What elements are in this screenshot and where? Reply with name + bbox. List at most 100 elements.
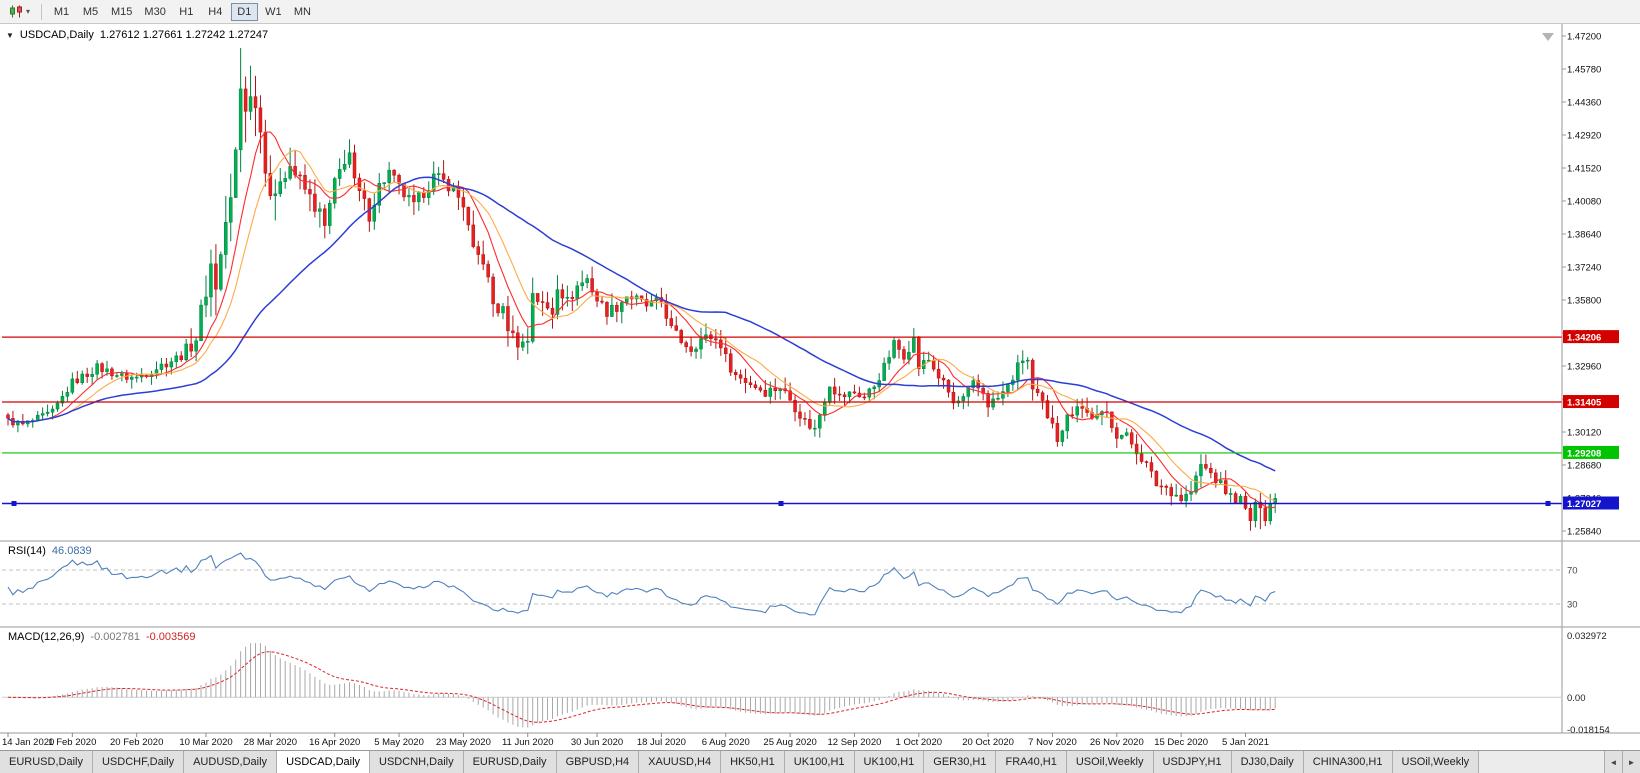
svg-text:25 Aug 2020: 25 Aug 2020 [763, 737, 816, 748]
svg-text:0.032972: 0.032972 [1567, 631, 1607, 642]
svg-text:10 Mar 2020: 10 Mar 2020 [179, 737, 232, 748]
chart-tabs: EURUSD,Daily USDCHF,Daily AUDUSD,Daily USDC… [0, 751, 1604, 773]
svg-text:30 Jun 2020: 30 Jun 2020 [571, 737, 623, 748]
chart-tab-hk50-h1[interactable]: HK50,H1 [721, 751, 785, 773]
chart-tab-usoil-weekly[interactable]: USOil,Weekly [1066, 751, 1154, 773]
svg-text:1 Feb 2020: 1 Feb 2020 [48, 737, 96, 748]
line-handle[interactable] [778, 500, 784, 506]
svg-text:26 Nov 2020: 26 Nov 2020 [1090, 737, 1144, 748]
symbol-title: USDCAD,Daily [19, 29, 94, 41]
chart-tab-eurusd-daily[interactable]: EURUSD,Daily [463, 751, 557, 773]
svg-text:1.42920: 1.42920 [1567, 131, 1601, 142]
top-toolbar: ▾ M1 M5 M15 M30 H1 H4 D1 W1 MN [0, 0, 1640, 24]
chevron-down-icon: ▾ [26, 6, 31, 16]
rsi-panel: 70 30 [2, 552, 1578, 616]
chart-tab-usdjpy-h1[interactable]: USDJPY,H1 [1153, 751, 1232, 773]
timeframe-button-m15[interactable]: M15 [111, 5, 133, 18]
chart-tab-usdcnh-daily[interactable]: USDCNH,Daily [370, 751, 464, 773]
svg-text:1 Oct 2020: 1 Oct 2020 [896, 737, 942, 748]
svg-text:6 Aug 2020: 6 Aug 2020 [702, 737, 750, 748]
svg-text:1.32960: 1.32960 [1567, 362, 1601, 373]
timeframe-button-m30[interactable]: M30 [144, 5, 166, 18]
svg-text:7 Nov 2020: 7 Nov 2020 [1028, 737, 1077, 748]
chart-tab-uk100-h1[interactable]: UK100,H1 [784, 751, 855, 773]
timeframe-button-m5[interactable]: M5 [82, 5, 99, 18]
chart-shift-icon [1542, 33, 1554, 41]
timeframe-button-d1[interactable]: D1 [230, 2, 258, 21]
chart-tab-china300-h1[interactable]: CHINA300,H1 [1303, 751, 1393, 773]
chart-canvas[interactable]: 1.47200 1.45780 1.44360 1.42920 1.41520 1.400… [0, 0, 1640, 750]
svg-text:70: 70 [1567, 566, 1578, 577]
timeframe-button-m1[interactable]: M1 [53, 5, 70, 18]
chart-type-button[interactable]: ▾ [4, 2, 35, 21]
macd-signal-line [7, 651, 1276, 723]
chart-tab-usdchf-daily[interactable]: USDCHF,Daily [92, 751, 185, 773]
timeframe-button-h1[interactable]: H1 [179, 5, 194, 18]
svg-text:1.45780: 1.45780 [1567, 65, 1601, 76]
svg-text:1.31405: 1.31405 [1567, 398, 1602, 409]
macd-main-value: -0.002781 [90, 631, 140, 643]
svg-text:15 Dec 2020: 15 Dec 2020 [1154, 737, 1208, 748]
svg-text:1.37240: 1.37240 [1567, 263, 1601, 274]
svg-text:1.29208: 1.29208 [1567, 448, 1601, 459]
chart-tab-dj30-daily[interactable]: DJ30,Daily [1231, 751, 1304, 773]
line-handle[interactable] [1545, 500, 1551, 506]
svg-text:30: 30 [1567, 600, 1578, 611]
chart-tab-audusd-daily[interactable]: AUDUSD,Daily [184, 751, 278, 773]
svg-text:-0.018154: -0.018154 [1567, 725, 1610, 736]
svg-text:14 Jan 2020: 14 Jan 2020 [2, 737, 54, 748]
collapse-icon[interactable]: ▼ [6, 30, 14, 40]
tabs-scroll-right-button[interactable]: ► [1622, 751, 1640, 773]
moving-averages-layer [7, 131, 1276, 509]
panel-grid [0, 33, 1640, 734]
price-tag [1563, 395, 1619, 409]
candlestick-chart-icon [10, 5, 22, 18]
macd-panel: 0.032972 0.00 -0.018154 [2, 631, 1610, 736]
svg-text:1.28680: 1.28680 [1567, 461, 1601, 472]
svg-text:18 Jul 2020: 18 Jul 2020 [637, 737, 686, 748]
svg-text:1.44360: 1.44360 [1567, 98, 1601, 109]
rsi-line [7, 552, 1276, 616]
svg-text:5 Jan 2021: 5 Jan 2021 [1222, 737, 1269, 748]
price-tag [1563, 330, 1619, 344]
chart-tab-gbpusd-h4[interactable]: GBPUSD,H4 [556, 751, 640, 773]
price-axis: 1.47200 1.45780 1.44360 1.42920 1.41520 1.400… [1561, 24, 1619, 733]
chart-tab-usoil-weekly[interactable]: USOil,Weekly [1392, 751, 1480, 773]
tabs-scroll-left-button[interactable]: ◄ [1604, 751, 1622, 773]
candles-layer [6, 48, 1277, 531]
svg-text:1.40080: 1.40080 [1567, 197, 1601, 208]
chart-title: ▼ USDCAD,Daily 1.27612 1.27661 1.27242 1… [6, 29, 268, 41]
svg-text:0.00: 0.00 [1567, 693, 1586, 704]
price-tag [1563, 445, 1619, 459]
svg-text:20 Oct 2020: 20 Oct 2020 [962, 737, 1014, 748]
timeframe-button-mn[interactable]: MN [293, 5, 311, 18]
svg-text:20 Feb 2020: 20 Feb 2020 [110, 737, 163, 748]
ma-fast-line [7, 131, 1276, 509]
svg-text:16 Apr 2020: 16 Apr 2020 [309, 737, 360, 748]
svg-text:5 May 2020: 5 May 2020 [374, 737, 424, 748]
chart-tab-ger30-h1[interactable]: GER30,H1 [924, 751, 997, 773]
chart-tab-uk100-h1[interactable]: UK100,H1 [854, 751, 925, 773]
svg-text:1.30120: 1.30120 [1567, 428, 1601, 439]
svg-text:28 Mar 2020: 28 Mar 2020 [244, 737, 297, 748]
macd-signal-value: -0.003569 [145, 631, 196, 643]
svg-text:1.38640: 1.38640 [1567, 230, 1601, 241]
rsi-indicator-label: RSI(14) 46.0839 [8, 545, 92, 557]
svg-text:1.27027: 1.27027 [1567, 499, 1601, 510]
chart-tab-eurusd-daily[interactable]: EURUSD,Daily [0, 751, 93, 773]
chart-tabbar: EURUSD,Daily USDCHF,Daily AUDUSD,Daily USDC… [0, 750, 1640, 773]
svg-text:23 May 2020: 23 May 2020 [436, 737, 491, 748]
svg-text:1.34206: 1.34206 [1567, 333, 1601, 344]
timeframe-toolbar: M1 M5 M15 M30 H1 H4 D1 W1 MN [48, 2, 316, 21]
line-handle[interactable] [11, 500, 17, 506]
chart-tab-usdcad-daily[interactable]: USDCAD,Daily [277, 751, 371, 773]
timeframe-button-w1[interactable]: W1 [265, 5, 282, 18]
rsi-value: 46.0839 [51, 545, 92, 557]
chart-tab-xauusd-h4[interactable]: XAUUSD,H4 [639, 751, 722, 773]
timeframe-button-h4[interactable]: H4 [208, 5, 223, 18]
svg-text:1.35800: 1.35800 [1567, 296, 1601, 307]
chart-tab-fra40-h1[interactable]: FRA40,H1 [996, 751, 1067, 773]
price-lines-layer[interactable] [2, 336, 1562, 506]
